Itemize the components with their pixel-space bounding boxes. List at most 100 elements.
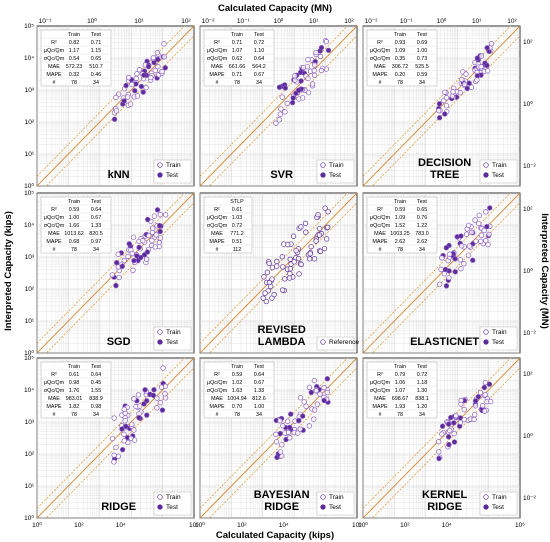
reference-point <box>295 255 302 262</box>
train-point <box>280 423 286 429</box>
panel-knn: Train Test R² 0.82 0.71 μQc/Qm 1.17 1.15 σQc/Qm 0… <box>24 17 195 190</box>
table-cell: 78 <box>397 412 403 418</box>
test-point <box>154 207 161 213</box>
train-point <box>461 416 467 423</box>
x-tick-label: 10⁶ <box>515 522 525 529</box>
table-cell: 1.15 <box>91 48 102 54</box>
train-point <box>488 398 494 405</box>
test-point <box>295 87 302 93</box>
train-point <box>136 67 143 73</box>
identity-line <box>37 193 194 353</box>
train-point <box>476 220 482 227</box>
train-point <box>109 435 116 442</box>
identity-line <box>200 193 357 353</box>
table-header: Train <box>68 199 80 205</box>
train-point <box>111 452 117 458</box>
table-header: Train <box>394 32 406 38</box>
train-point <box>277 111 283 117</box>
test-point <box>121 98 127 104</box>
table-cell: μQc/Qm <box>207 48 228 54</box>
table-header: Test <box>91 199 101 205</box>
table-cell: 0.76 <box>417 215 428 221</box>
table-cell: 0.54 <box>69 56 80 62</box>
train-point <box>140 238 146 244</box>
train-point <box>297 426 303 432</box>
train-point <box>130 267 136 273</box>
train-point <box>129 250 135 257</box>
train-point <box>313 49 319 56</box>
table-cell: 1013.62 <box>64 231 84 237</box>
table-cell: 1.00 <box>417 48 428 54</box>
test-point <box>297 69 304 76</box>
table-cell: R² <box>51 40 57 46</box>
reference-point <box>325 224 331 230</box>
table-cell: 1.00 <box>254 404 265 410</box>
top-tick-label: 10¹ <box>134 18 144 25</box>
test-point <box>277 430 283 437</box>
test-point <box>300 413 306 419</box>
table-cell: 1.07 <box>395 388 406 394</box>
table-cell: 1.09 <box>395 215 406 221</box>
table-cell: 0.61 <box>232 207 243 213</box>
table-cell: MAE <box>211 396 223 402</box>
table-header: Test <box>417 199 427 205</box>
train-point <box>451 431 457 437</box>
reference-point <box>303 229 309 235</box>
legend-label: Test <box>492 172 504 179</box>
table-cell: # <box>216 80 219 86</box>
table-cell: 0.59 <box>395 207 406 213</box>
table-cell: 0.59 <box>69 207 80 213</box>
train-point <box>311 378 318 384</box>
train-point <box>303 403 309 409</box>
train-point <box>471 416 477 423</box>
table-cell: 1.00 <box>69 215 80 221</box>
test-point <box>141 72 147 78</box>
table-cell: μQc/Qm <box>44 380 65 386</box>
test-point <box>324 376 330 382</box>
panel-title: RIDGE <box>264 501 299 513</box>
bound-line <box>371 367 520 518</box>
train-point <box>278 106 284 112</box>
table-cell: σQc/Qm <box>207 223 228 229</box>
table-header: Train <box>394 364 406 370</box>
table-cell: 34 <box>419 80 425 86</box>
table-cell: μQc/Qm <box>207 380 228 386</box>
reference-point <box>264 269 271 275</box>
train-point <box>129 81 135 88</box>
train-point <box>312 62 318 68</box>
legend-marker <box>483 339 489 345</box>
table-cell: # <box>379 412 382 418</box>
legend-marker <box>157 329 163 335</box>
table-cell: 0.70 <box>232 404 243 410</box>
train-point <box>130 234 137 240</box>
reference-point <box>286 275 293 281</box>
test-point <box>445 434 452 440</box>
train-point <box>143 256 150 262</box>
train-point <box>443 103 450 109</box>
train-point <box>321 384 327 391</box>
legend-label: Test <box>492 504 504 511</box>
test-point <box>144 412 150 418</box>
test-point <box>138 83 145 90</box>
table-cell: 1.18 <box>417 380 428 386</box>
train-point <box>458 266 464 272</box>
train-point <box>109 272 116 278</box>
test-point <box>484 224 490 230</box>
train-point <box>488 41 495 47</box>
train-point <box>131 396 137 402</box>
train-point <box>282 109 288 115</box>
metrics-table: Train Test R² 0.82 0.71 μQc/Qm 1.17 1.15 σQc/Qm 0… <box>40 29 112 87</box>
reference-point <box>293 247 299 254</box>
right-tick-label: 10⁰ <box>523 432 533 440</box>
legend-marker <box>320 504 326 510</box>
table-cell: MAPE <box>46 239 62 245</box>
table-cell: MAPE <box>209 72 225 78</box>
train-point <box>482 392 488 398</box>
table-cell: 78 <box>71 412 77 418</box>
top-tick-label: 10⁰ <box>87 17 97 25</box>
train-point <box>113 108 120 114</box>
reference-lines <box>200 193 357 353</box>
table-cell: 0.64 <box>91 207 102 213</box>
test-point <box>134 253 140 259</box>
table-cell: μQc/Qm <box>370 48 391 54</box>
